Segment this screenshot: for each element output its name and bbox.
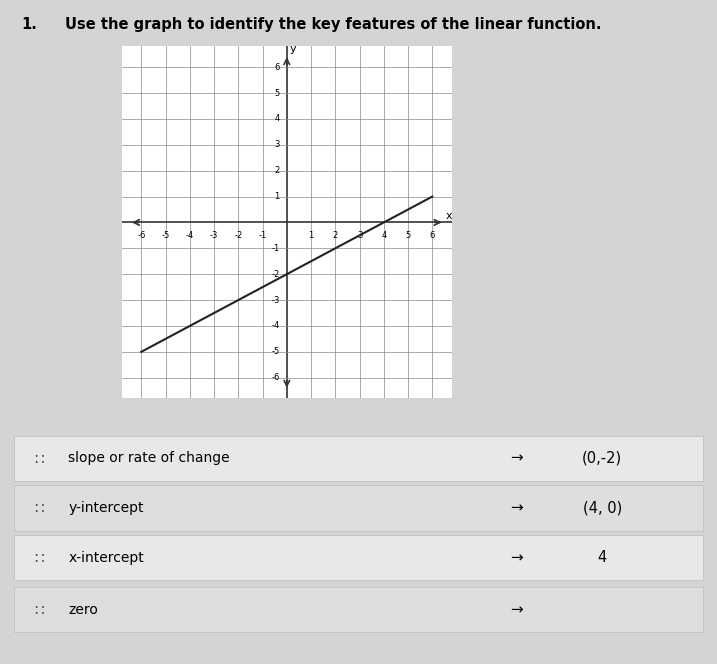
Text: Use the graph to identify the key features of the linear function.: Use the graph to identify the key featur…	[65, 17, 601, 32]
Text: 2: 2	[592, 614, 600, 627]
Text: ∷: ∷	[34, 602, 44, 617]
Text: 4: 4	[381, 232, 386, 240]
Text: 1: 1	[308, 232, 313, 240]
Text: 4: 4	[598, 550, 607, 565]
Text: slope or rate of change: slope or rate of change	[68, 451, 229, 465]
Text: ∷: ∷	[34, 451, 44, 465]
Text: -5: -5	[161, 232, 170, 240]
Text: →: →	[510, 602, 523, 617]
Text: -6: -6	[137, 232, 146, 240]
Text: -5: -5	[271, 347, 280, 357]
Text: y: y	[290, 44, 296, 54]
Text: y-intercept: y-intercept	[68, 501, 143, 515]
Text: -3: -3	[210, 232, 218, 240]
Text: ∷: ∷	[34, 501, 44, 515]
Text: →: →	[510, 501, 523, 515]
Text: zero: zero	[68, 602, 98, 617]
Text: -2: -2	[271, 270, 280, 279]
Text: -6: -6	[271, 373, 280, 382]
Text: -1: -1	[258, 232, 267, 240]
Text: (0,-2): (0,-2)	[582, 451, 622, 465]
Text: -3: -3	[271, 295, 280, 305]
Text: 3: 3	[274, 140, 280, 149]
Text: ∷: ∷	[34, 550, 44, 565]
Text: 4: 4	[275, 114, 280, 124]
Text: -2: -2	[234, 232, 242, 240]
Text: -4: -4	[186, 232, 194, 240]
Text: 3: 3	[357, 232, 362, 240]
Text: 6: 6	[274, 62, 280, 72]
Text: -4: -4	[271, 321, 280, 331]
Text: 5: 5	[405, 232, 411, 240]
Text: →: →	[510, 451, 523, 465]
Text: (4, 0): (4, 0)	[583, 501, 622, 515]
Text: →: →	[510, 550, 523, 565]
Text: -1: -1	[271, 244, 280, 253]
Text: 1: 1	[275, 192, 280, 201]
Text: 2: 2	[275, 166, 280, 175]
Text: x-intercept: x-intercept	[68, 550, 144, 565]
Text: 2: 2	[333, 232, 338, 240]
Text: x: x	[446, 211, 452, 221]
Text: 1.: 1.	[22, 17, 37, 32]
Text: 1: 1	[592, 594, 600, 606]
Text: 5: 5	[275, 88, 280, 98]
Text: 6: 6	[429, 232, 435, 240]
